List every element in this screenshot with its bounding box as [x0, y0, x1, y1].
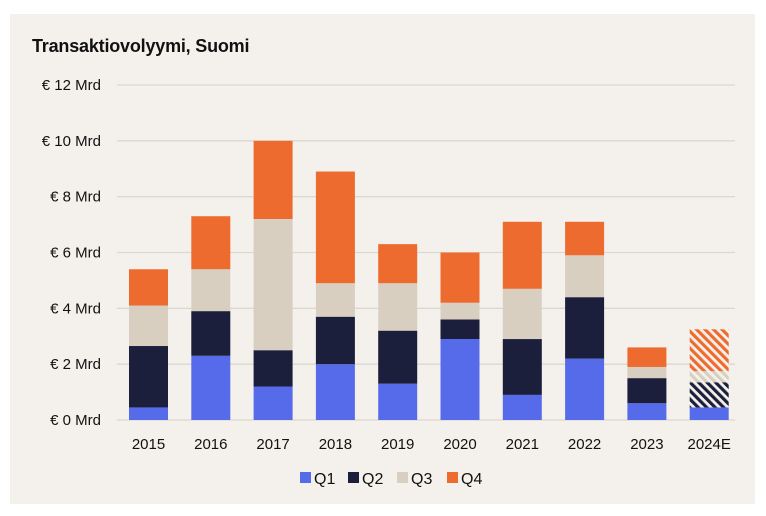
y-tick-label: € 6 Mrd [50, 245, 101, 262]
bar-segment-2022-q1 [565, 358, 605, 420]
bar-segment-2019-q4 [378, 244, 418, 284]
bar-group-2020 [440, 252, 480, 420]
legend: Q1 Q2 Q3 Q4 [300, 471, 482, 488]
bar-segment-2020-q3 [440, 302, 480, 320]
chart-title: Transaktiovolyymi, Suomi [32, 36, 250, 56]
bar-segment-2021-q4 [502, 221, 542, 289]
x-axis-tick-labels: 2015 2016 2017 2018 2019 2020 2021 2022 2023 2024… [132, 436, 731, 453]
bar-segment-2018-q3 [315, 283, 355, 317]
bar-segment-2017-q3 [253, 219, 293, 351]
bar-segment-2020-q2 [440, 319, 480, 340]
legend-item-q1: Q1 [300, 471, 335, 488]
bar-segment-2018-q1 [315, 364, 355, 420]
bar-segment-2020-q4 [440, 252, 480, 303]
bar-group-2018 [315, 171, 355, 420]
y-tick-label: € 4 Mrd [50, 300, 101, 317]
bar-segment-2017-q2 [253, 350, 293, 387]
bar-group-2021 [502, 221, 542, 420]
bar-segment-2018-q2 [315, 316, 355, 365]
x-tick-label: 2016 [194, 436, 227, 453]
legend-swatch [300, 472, 311, 483]
bar-segment-2016-q4 [191, 216, 231, 270]
bar-segment-2017-q1 [253, 386, 293, 420]
legend-item-q3: Q3 [397, 471, 432, 488]
bar-group-2022 [565, 221, 605, 420]
bar-segment-2015-q3 [129, 305, 168, 347]
bar-segment-2018-q4 [315, 171, 355, 284]
x-tick-label: 2024E [688, 436, 731, 453]
x-tick-label: 2015 [132, 436, 165, 453]
bar-group-2024E [689, 329, 729, 420]
bar-group-2019 [378, 244, 418, 420]
bar-segment-2024E-q2 [689, 382, 729, 408]
bar-segment-2015-q2 [129, 346, 168, 408]
bar-segment-2022-q3 [565, 255, 605, 298]
y-tick-label: € 2 Mrd [50, 356, 101, 373]
bar-segment-2021-q2 [502, 339, 542, 395]
bar-segment-2021-q1 [502, 394, 542, 420]
bar-segment-2022-q2 [565, 297, 605, 359]
legend-label: Q2 [362, 471, 383, 488]
legend-label: Q4 [461, 471, 482, 488]
bar-segment-2023-q4 [627, 347, 667, 367]
bar-group-2015 [129, 269, 168, 420]
bar-group-2023 [627, 347, 667, 420]
bar-segment-2024E-q1 [689, 407, 729, 420]
y-tick-label: € 8 Mrd [50, 189, 101, 206]
bar-segment-2021-q3 [502, 288, 542, 340]
bar-segment-2024E-q4 [689, 329, 729, 372]
bar-segment-2016-q3 [191, 269, 231, 312]
x-tick-label: 2021 [506, 436, 539, 453]
y-tick-label: € 12 Mrd [42, 77, 101, 94]
bar-group-2017 [253, 140, 293, 420]
bar-segment-2024E-q3 [689, 371, 729, 383]
bar-segment-2023-q1 [627, 403, 667, 420]
legend-swatch [447, 472, 458, 483]
y-tick-label: € 10 Mrd [42, 133, 101, 150]
bar-segment-2023-q3 [627, 366, 667, 379]
x-tick-label: 2018 [319, 436, 352, 453]
bar-segment-2020-q1 [440, 339, 480, 420]
bar-segment-2023-q2 [627, 378, 667, 404]
bar-segment-2022-q4 [565, 221, 605, 256]
legend-item-q4: Q4 [447, 471, 482, 488]
legend-swatch [397, 472, 408, 483]
x-tick-label: 2023 [630, 436, 663, 453]
y-axis-tick-labels: € 0 Mrd € 2 Mrd € 4 Mrd € 6 Mrd € 8 Mrd € 10 … [42, 77, 101, 429]
x-tick-label: 2020 [443, 436, 476, 453]
bar-segment-2015-q1 [129, 407, 168, 420]
bar-segment-2019-q1 [378, 383, 418, 420]
bar-segment-2017-q4 [253, 140, 293, 219]
bar-segment-2019-q3 [378, 283, 418, 331]
bar-segment-2016-q2 [191, 311, 231, 356]
bars [129, 140, 729, 420]
legend-item-q2: Q2 [348, 471, 383, 488]
bar-segment-2019-q2 [378, 330, 418, 384]
bar-segment-2015-q4 [129, 269, 168, 306]
x-tick-label: 2017 [256, 436, 289, 453]
legend-label: Q1 [314, 471, 335, 488]
legend-swatch [348, 472, 359, 483]
bar-group-2016 [191, 216, 231, 420]
bar-segment-2016-q1 [191, 355, 231, 420]
x-tick-label: 2022 [568, 436, 601, 453]
legend-label: Q3 [411, 471, 432, 488]
x-tick-label: 2019 [381, 436, 414, 453]
y-tick-label: € 0 Mrd [50, 412, 101, 429]
